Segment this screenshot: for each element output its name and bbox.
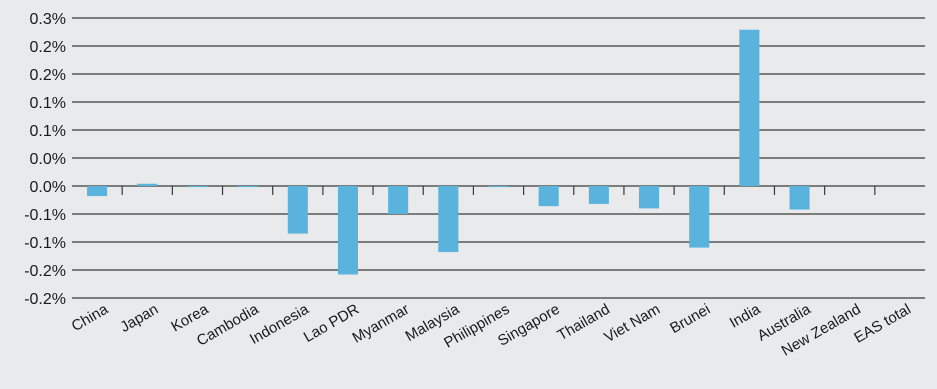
bar-cambodia xyxy=(237,186,258,188)
y-tick-label: -0.1% xyxy=(24,235,66,252)
y-tick-label: 0.2% xyxy=(30,67,66,84)
y-tick-label: -0.2% xyxy=(24,263,66,280)
bar-myanmar xyxy=(388,186,409,214)
y-axis-tick-labels: 0.3% 0.2% 0.2% 0.1% 0.1% 0.0% 0.0% -0.1% -0.1% -0… xyxy=(24,11,66,308)
y-tick-label: -0.2% xyxy=(24,291,66,308)
bar-thailand xyxy=(588,186,609,204)
bar-australia xyxy=(789,186,810,210)
bar-korea xyxy=(187,186,208,188)
y-tick-label: 0.1% xyxy=(30,95,66,112)
y-tick-label: 0.1% xyxy=(30,123,66,140)
y-tick-label: 0.0% xyxy=(30,179,66,196)
bar-singapore xyxy=(538,186,559,207)
bar-brunei xyxy=(689,186,710,248)
x-category-label: Brunei xyxy=(667,301,713,337)
x-category-label: EAS total xyxy=(851,301,914,347)
x-category-label: Viet Nam xyxy=(601,301,663,346)
bar-indonesia xyxy=(287,186,308,234)
zero-axis xyxy=(121,186,876,195)
bar-lao-pdr xyxy=(337,186,359,275)
bar-malaysia xyxy=(438,186,459,253)
x-category-label: Japan xyxy=(117,301,161,336)
x-category-label: Myanmar xyxy=(350,301,413,347)
y-tick-label: -0.1% xyxy=(24,207,66,224)
x-category-label: China xyxy=(69,300,112,335)
bar-china xyxy=(87,186,108,197)
bar-philippines xyxy=(488,186,509,188)
y-tick-label: 0.2% xyxy=(30,39,66,56)
bars xyxy=(87,29,810,275)
y-tick-label: 0.0% xyxy=(30,151,66,168)
bar-japan xyxy=(137,183,158,186)
y-tick-label: 0.3% xyxy=(30,11,66,28)
bar-india xyxy=(739,29,760,187)
bar-viet-nam xyxy=(638,186,660,209)
gridlines xyxy=(72,17,925,299)
